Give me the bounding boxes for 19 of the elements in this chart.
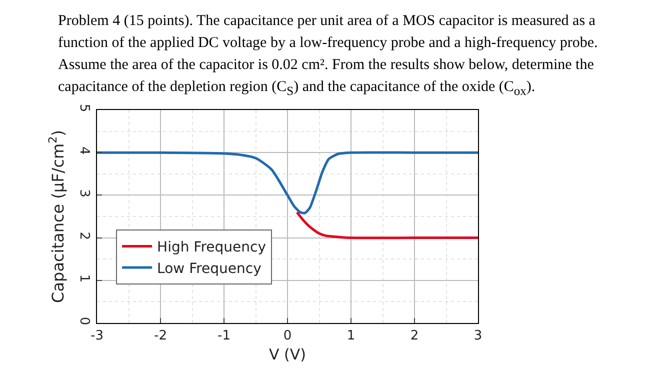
y-tick-label: 3 bbox=[76, 189, 92, 198]
x-tick-label: 2 bbox=[410, 328, 419, 344]
legend-label: Low Frequency bbox=[157, 260, 262, 277]
line-series bbox=[97, 151, 478, 214]
y-tick-label: 1 bbox=[76, 274, 92, 283]
y-tick-label: 4 bbox=[76, 146, 92, 155]
x-axis-title: V (V) bbox=[269, 346, 306, 364]
x-tick-label: 1 bbox=[346, 328, 356, 344]
x-tick-label: 0 bbox=[283, 328, 292, 344]
x-tick-label: 3 bbox=[474, 328, 482, 344]
chart-title: Problem 4 (15 points). The capacitance per unit area of a MOS capacitor is measured as a function of the applied DC voltage by a low-frequency probe and a high-frequency probe. Assume the area of the capacitor is 0.02 cm². From the results show below, determine the capacitance of the depletion region (C$_{S}$) and the capacitance of the oxide (C$_{ox}$). bbox=[57, 12, 599, 98]
x-tick-label: -2 bbox=[154, 328, 167, 344]
line-series bbox=[296, 210, 478, 240]
y-tick-label: 5 bbox=[76, 104, 92, 112]
x-tick-label: -3 bbox=[90, 328, 104, 344]
y-tick-label: 2 bbox=[76, 232, 92, 240]
y-tick-label: 0 bbox=[76, 316, 92, 326]
x-tick-label: -1 bbox=[218, 328, 230, 344]
legend-label: High Frequency bbox=[157, 240, 266, 256]
